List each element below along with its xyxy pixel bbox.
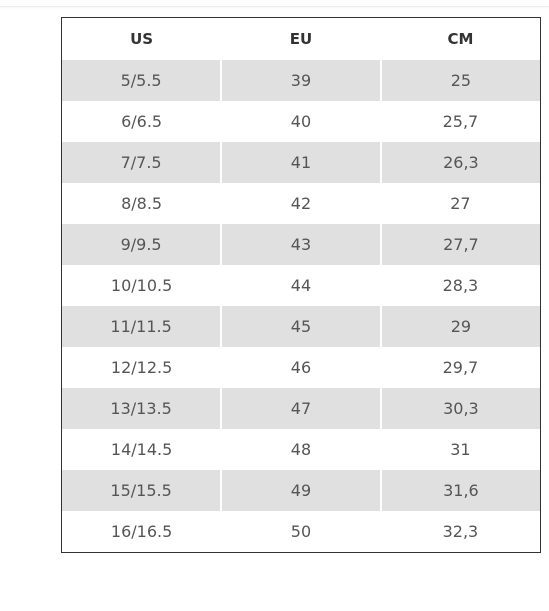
- table-cell: 45: [220, 306, 381, 347]
- table-cell: 8/8.5: [121, 194, 163, 213]
- table-row: 15/15.5 49 31,6: [61, 470, 541, 511]
- table-row: 6/6.5 40 25,7: [62, 101, 541, 142]
- size-table: US EU CM 5/5.5 39 25 6/6.5 40 25,7 7/7.5 41 26,3 8/…: [61, 17, 541, 553]
- table-cell: 27,7: [379, 224, 541, 265]
- table-cell: 12/12.5: [110, 358, 173, 377]
- table-row: 8/8.5 42 27: [62, 183, 541, 224]
- table-row: 10/10.5 44 28,3: [62, 265, 541, 306]
- table-cell: 7/7.5: [61, 142, 222, 183]
- table-cell: 13/13.5: [61, 388, 222, 429]
- column-header: EU: [289, 30, 313, 48]
- table-cell: 46: [290, 358, 312, 377]
- table-cell: 48: [290, 440, 312, 459]
- table-cell: 5/5.5: [61, 60, 222, 101]
- table-cell: 25: [379, 60, 541, 101]
- table-row: 11/11.5 45 29: [61, 306, 541, 347]
- table-cell: 16/16.5: [110, 522, 173, 541]
- table-cell: 47: [220, 388, 381, 429]
- table-cell: 31,6: [379, 470, 541, 511]
- table-row: 12/12.5 46 29,7: [62, 347, 541, 388]
- table-row: 16/16.5 50 32,3: [62, 511, 541, 553]
- table-cell: 44: [290, 276, 312, 295]
- table-cell: 29,7: [442, 358, 479, 377]
- table-cell: 10/10.5: [110, 276, 173, 295]
- table-row: 7/7.5 41 26,3: [61, 142, 541, 183]
- table-cell: 50: [290, 522, 312, 541]
- table-cell: 43: [220, 224, 381, 265]
- table-cell: 26,3: [379, 142, 541, 183]
- table-cell: 14/14.5: [110, 440, 173, 459]
- table-cell: 32,3: [442, 522, 479, 541]
- table-cell: 49: [220, 470, 381, 511]
- table-cell: 27: [450, 194, 471, 213]
- column-header: US: [130, 30, 154, 48]
- table-cell: 29: [379, 306, 541, 347]
- table-cell: 9/9.5: [61, 224, 222, 265]
- table-cell: 42: [290, 194, 312, 213]
- table-cell: 25,7: [442, 112, 479, 131]
- top-bar: [0, 0, 549, 7]
- table-row: 5/5.5 39 25: [61, 60, 541, 101]
- table-row: 9/9.5 43 27,7: [61, 224, 541, 265]
- table-cell: 15/15.5: [61, 470, 222, 511]
- header-row: US EU CM: [62, 18, 541, 61]
- table-row: 13/13.5 47 30,3: [61, 388, 541, 429]
- column-header: CM: [447, 30, 474, 48]
- table-cell: 39: [220, 60, 381, 101]
- table-cell: 28,3: [442, 276, 479, 295]
- table-cell: 11/11.5: [61, 306, 222, 347]
- table-cell: 6/6.5: [121, 112, 163, 131]
- table-body: 5/5.5 39 25 6/6.5 40 25,7 7/7.5 41 26,3 8/8.5 42 27…: [61, 60, 541, 553]
- table-cell: 41: [220, 142, 381, 183]
- table-row: 14/14.5 48 31: [62, 429, 541, 470]
- table-cell: 31: [450, 440, 471, 459]
- table-cell: 30,3: [379, 388, 541, 429]
- table-cell: 40: [290, 112, 312, 131]
